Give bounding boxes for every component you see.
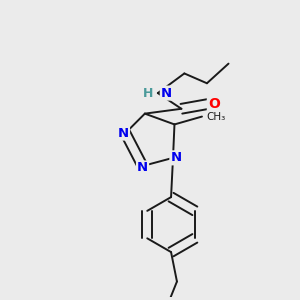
Text: H: H bbox=[142, 87, 153, 100]
Text: N: N bbox=[137, 161, 148, 175]
Text: N: N bbox=[161, 87, 172, 100]
Text: CH₃: CH₃ bbox=[206, 112, 225, 122]
Text: N: N bbox=[118, 127, 129, 140]
Text: O: O bbox=[208, 97, 220, 111]
Text: N: N bbox=[170, 151, 182, 164]
